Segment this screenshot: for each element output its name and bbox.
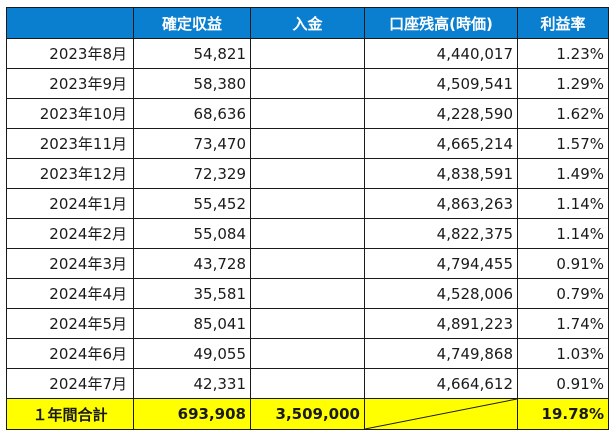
month-cell[interactable]: 2024年7月 xyxy=(6,368,134,399)
table-row: 2024年6月 49,055 4,749,868 1.03% xyxy=(6,338,609,369)
profit-cell[interactable]: 49,055 xyxy=(133,338,251,369)
rate-cell[interactable]: 1.57% xyxy=(517,128,609,159)
month-cell[interactable]: 2023年10月 xyxy=(6,98,134,129)
balance-cell[interactable]: 4,822,375 xyxy=(364,218,518,249)
header-cell-deposit[interactable]: 入金 xyxy=(250,7,365,39)
deposit-cell[interactable] xyxy=(250,68,365,99)
total-label-cell[interactable]: １年間合計 xyxy=(6,398,134,430)
deposit-cell[interactable] xyxy=(250,128,365,159)
balance-cell[interactable]: 4,509,541 xyxy=(364,68,518,99)
table-row: 2023年9月 58,380 4,509,541 1.29% xyxy=(6,68,609,99)
rate-cell[interactable]: 1.62% xyxy=(517,98,609,129)
month-cell[interactable]: 2023年8月 xyxy=(6,38,134,69)
table-row: 2024年4月 35,581 4,528,006 0.79% xyxy=(6,278,609,309)
profit-cell[interactable]: 73,470 xyxy=(133,128,251,159)
month-cell[interactable]: 2024年3月 xyxy=(6,248,134,279)
rate-cell[interactable]: 1.74% xyxy=(517,308,609,339)
spreadsheet-region: 確定収益 入金 口座残高(時価) 利益率 2023年8月 54,821 4,440,… xyxy=(6,7,609,430)
table-row: 2023年8月 54,821 4,440,017 1.23% xyxy=(6,38,609,69)
rate-cell[interactable]: 1.14% xyxy=(517,188,609,219)
deposit-cell[interactable] xyxy=(250,188,365,219)
profit-cell[interactable]: 55,084 xyxy=(133,218,251,249)
profit-cell[interactable]: 68,636 xyxy=(133,98,251,129)
balance-cell[interactable]: 4,749,868 xyxy=(364,338,518,369)
rate-cell[interactable]: 0.91% xyxy=(517,368,609,399)
month-cell[interactable]: 2024年2月 xyxy=(6,218,134,249)
month-cell[interactable]: 2023年11月 xyxy=(6,128,134,159)
monthly-profit-table: 確定収益 入金 口座残高(時価) 利益率 2023年8月 54,821 4,440,… xyxy=(6,7,609,430)
deposit-cell[interactable] xyxy=(250,98,365,129)
table-row: 2024年1月 55,452 4,863,263 1.14% xyxy=(6,188,609,219)
header-cell-month[interactable] xyxy=(6,7,134,39)
table-row: 2023年10月 68,636 4,228,590 1.62% xyxy=(6,98,609,129)
month-cell[interactable]: 2023年12月 xyxy=(6,158,134,189)
balance-cell[interactable]: 4,528,006 xyxy=(364,278,518,309)
deposit-cell[interactable] xyxy=(250,38,365,69)
balance-cell[interactable]: 4,838,591 xyxy=(364,158,518,189)
rate-cell[interactable]: 1.03% xyxy=(517,338,609,369)
rate-cell[interactable]: 1.49% xyxy=(517,158,609,189)
table-row: 2024年7月 42,331 4,664,612 0.91% xyxy=(6,368,609,399)
balance-cell[interactable]: 4,891,223 xyxy=(364,308,518,339)
rate-cell[interactable]: 0.91% xyxy=(517,248,609,279)
month-cell[interactable]: 2024年6月 xyxy=(6,338,134,369)
month-cell[interactable]: 2024年4月 xyxy=(6,278,134,309)
rate-cell[interactable]: 1.14% xyxy=(517,218,609,249)
month-cell[interactable]: 2023年9月 xyxy=(6,68,134,99)
total-profit-cell[interactable]: 693,908 xyxy=(133,398,251,430)
rate-cell[interactable]: 0.79% xyxy=(517,278,609,309)
month-cell[interactable]: 2024年5月 xyxy=(6,308,134,339)
table-row: 2023年11月 73,470 4,665,214 1.57% xyxy=(6,128,609,159)
table-row: 2024年2月 55,084 4,822,375 1.14% xyxy=(6,218,609,249)
deposit-cell[interactable] xyxy=(250,218,365,249)
table-row: 2023年12月 72,329 4,838,591 1.49% xyxy=(6,158,609,189)
deposit-cell[interactable] xyxy=(250,158,365,189)
total-row: １年間合計 693,908 3,509,000 19.78% xyxy=(6,398,609,430)
balance-cell[interactable]: 4,863,263 xyxy=(364,188,518,219)
deposit-cell[interactable] xyxy=(250,368,365,399)
total-rate-cell[interactable]: 19.78% xyxy=(517,398,609,430)
total-balance-cell[interactable] xyxy=(364,398,518,430)
balance-cell[interactable]: 4,794,455 xyxy=(364,248,518,279)
profit-cell[interactable]: 42,331 xyxy=(133,368,251,399)
balance-cell[interactable]: 4,665,214 xyxy=(364,128,518,159)
header-cell-profit[interactable]: 確定収益 xyxy=(133,7,251,39)
profit-cell[interactable]: 72,329 xyxy=(133,158,251,189)
diagonal-slash-line xyxy=(365,399,517,429)
rate-cell[interactable]: 1.23% xyxy=(517,38,609,69)
balance-cell[interactable]: 4,440,017 xyxy=(364,38,518,69)
profit-cell[interactable]: 35,581 xyxy=(133,278,251,309)
balance-cell[interactable]: 4,228,590 xyxy=(364,98,518,129)
profit-cell[interactable]: 85,041 xyxy=(133,308,251,339)
deposit-cell[interactable] xyxy=(250,338,365,369)
profit-cell[interactable]: 43,728 xyxy=(133,248,251,279)
header-cell-rate[interactable]: 利益率 xyxy=(517,7,609,39)
deposit-cell[interactable] xyxy=(250,248,365,279)
total-deposit-cell[interactable]: 3,509,000 xyxy=(250,398,365,430)
table-row: 2024年3月 43,728 4,794,455 0.91% xyxy=(6,248,609,279)
deposit-cell[interactable] xyxy=(250,278,365,309)
header-row: 確定収益 入金 口座残高(時価) 利益率 xyxy=(6,7,609,39)
balance-cell[interactable]: 4,664,612 xyxy=(364,368,518,399)
rate-cell[interactable]: 1.29% xyxy=(517,68,609,99)
table-row: 2024年5月 85,041 4,891,223 1.74% xyxy=(6,308,609,339)
deposit-cell[interactable] xyxy=(250,308,365,339)
profit-cell[interactable]: 54,821 xyxy=(133,38,251,69)
profit-cell[interactable]: 58,380 xyxy=(133,68,251,99)
header-cell-balance[interactable]: 口座残高(時価) xyxy=(364,7,518,39)
profit-cell[interactable]: 55,452 xyxy=(133,188,251,219)
month-cell[interactable]: 2024年1月 xyxy=(6,188,134,219)
